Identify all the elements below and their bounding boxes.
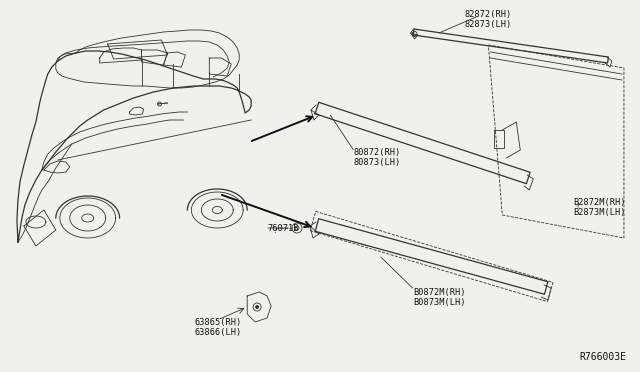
Text: 63865(RH)
63866(LH): 63865(RH) 63866(LH) — [195, 318, 242, 337]
Text: B0872M(RH)
B0873M(LH): B0872M(RH) B0873M(LH) — [413, 288, 466, 307]
Text: R766003E: R766003E — [579, 352, 626, 362]
Text: 80872(RH)
80873(LH): 80872(RH) 80873(LH) — [354, 148, 401, 167]
Text: 76071B: 76071B — [267, 224, 299, 232]
Circle shape — [255, 305, 259, 308]
Text: 82872(RH)
82873(LH): 82872(RH) 82873(LH) — [465, 10, 512, 29]
Text: B2872M(RH)
B2873M(LH): B2872M(RH) B2873M(LH) — [573, 198, 625, 217]
